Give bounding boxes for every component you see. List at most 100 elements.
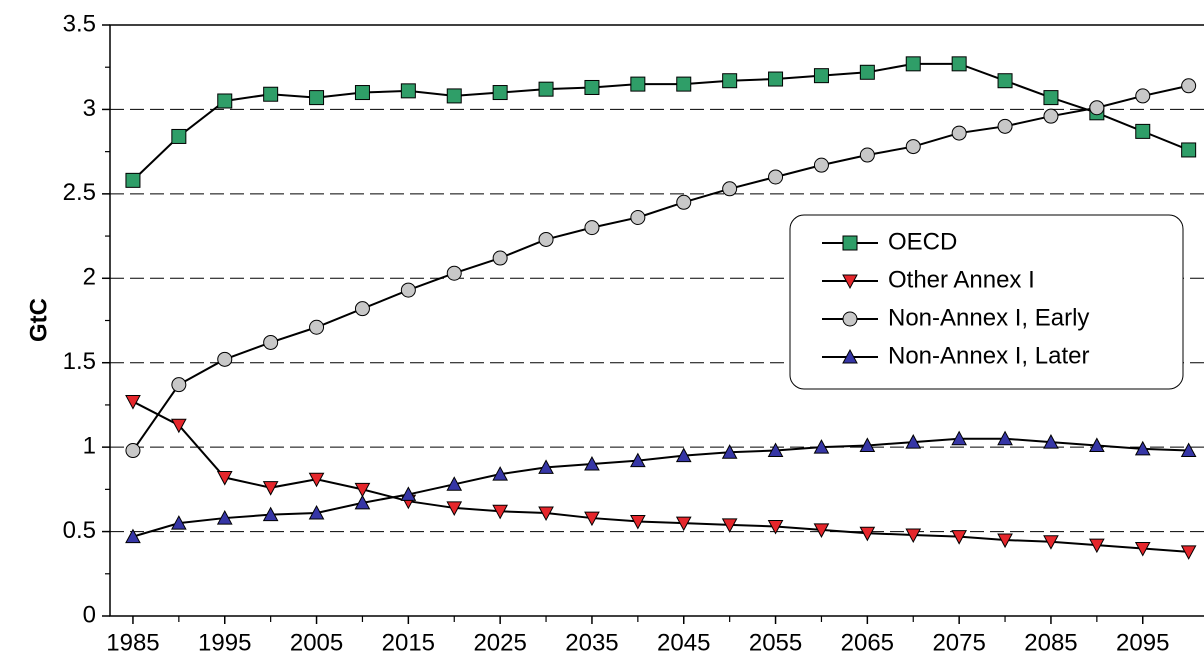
data-point: [1043, 434, 1059, 449]
data-point: [997, 533, 1013, 549]
data-point: [584, 79, 600, 95]
x-tick-label: 2095: [1116, 629, 1169, 656]
series-line: [132, 62, 1190, 182]
data-point: [492, 250, 508, 266]
data-point: [721, 444, 738, 459]
data-point: [354, 301, 370, 317]
legend-label: Non-Annex I, Later: [888, 342, 1089, 369]
data-point: [951, 530, 967, 545]
data-point: [400, 83, 416, 99]
data-point: [446, 501, 463, 516]
legend-label: Non-Annex I, Early: [888, 304, 1089, 331]
data-point: [859, 437, 876, 452]
y-tick-label: 1: [83, 432, 96, 459]
data-point: [1135, 88, 1151, 104]
data-point: [676, 194, 692, 210]
legend-marker: [842, 348, 858, 364]
data-point: [951, 56, 967, 72]
data-point: [171, 418, 187, 434]
data-point: [630, 452, 646, 468]
legend-label: OECD: [888, 228, 957, 255]
x-tick-label: 1995: [198, 629, 251, 656]
data-point: [125, 443, 141, 459]
data-point: [721, 518, 738, 533]
y-tick-label: 3: [83, 95, 96, 122]
y-tick-label: 2: [83, 264, 96, 291]
data-point: [1043, 90, 1059, 106]
x-tick-label: 2065: [841, 629, 894, 656]
data-point: [125, 528, 141, 544]
data-point: [400, 486, 417, 501]
plot-frame: [109, 24, 1204, 617]
data-point: [217, 351, 233, 367]
data-point: [905, 528, 922, 544]
data-point: [859, 526, 876, 542]
x-tick-label: 2085: [1024, 629, 1077, 656]
data-point: [813, 68, 829, 84]
data-point: [905, 139, 921, 155]
legend-marker: [842, 274, 858, 290]
data-point: [216, 510, 233, 525]
data-point: [1134, 440, 1151, 456]
data-point: [630, 209, 646, 225]
data-point: [997, 73, 1013, 89]
x-tick-label: 2055: [749, 629, 802, 656]
data-point: [675, 516, 692, 532]
x-tick-label: 2005: [290, 629, 343, 656]
data-point: [997, 118, 1013, 134]
data-point: [263, 86, 279, 102]
data-point: [538, 506, 554, 522]
data-point: [171, 128, 187, 144]
data-point: [722, 181, 738, 197]
data-point: [1043, 108, 1059, 124]
data-point: [905, 434, 922, 449]
data-point: [400, 282, 416, 298]
data-point: [354, 85, 370, 101]
legend-marker: [842, 311, 858, 327]
data-point: [309, 90, 325, 106]
data-point: [308, 504, 325, 520]
x-tick-label: 2015: [382, 629, 435, 656]
data-point: [584, 511, 600, 527]
data-point: [1089, 437, 1105, 452]
x-tick-label: 1985: [106, 629, 159, 656]
data-point: [262, 506, 279, 522]
data-point: [584, 220, 600, 236]
series-line: [132, 437, 1189, 538]
data-point: [813, 523, 830, 538]
data-point: [584, 455, 600, 471]
x-tick-label: 2025: [473, 629, 526, 656]
y-tick-label: 2.5: [63, 179, 96, 206]
data-point: [1043, 535, 1059, 550]
data-point: [768, 71, 784, 87]
data-point: [217, 93, 233, 109]
x-tick-label: 2075: [932, 629, 985, 656]
data-point: [171, 515, 187, 530]
data-point: [767, 442, 784, 458]
data-point: [1180, 545, 1197, 560]
y-tick-label: 0.5: [63, 517, 96, 544]
legend-marker: [842, 235, 858, 251]
data-point: [1180, 442, 1197, 458]
data-point: [538, 81, 554, 97]
data-point: [446, 88, 462, 104]
data-point: [813, 157, 829, 173]
legend-label: Other Annex I: [888, 266, 1035, 293]
data-point: [1135, 123, 1151, 139]
data-point: [1181, 142, 1197, 158]
data-point: [951, 430, 967, 446]
data-point: [171, 377, 187, 393]
data-point: [1134, 541, 1151, 557]
legend-box: [789, 214, 1184, 390]
data-point: [951, 125, 967, 141]
y-tick-label: 0: [83, 601, 96, 628]
data-point: [768, 169, 784, 185]
data-point: [997, 430, 1013, 446]
x-tick-label: 2035: [565, 629, 618, 656]
data-point: [630, 514, 646, 530]
data-point: [675, 447, 692, 463]
y-tick-label: 3.5: [63, 10, 96, 37]
data-point: [492, 466, 508, 481]
